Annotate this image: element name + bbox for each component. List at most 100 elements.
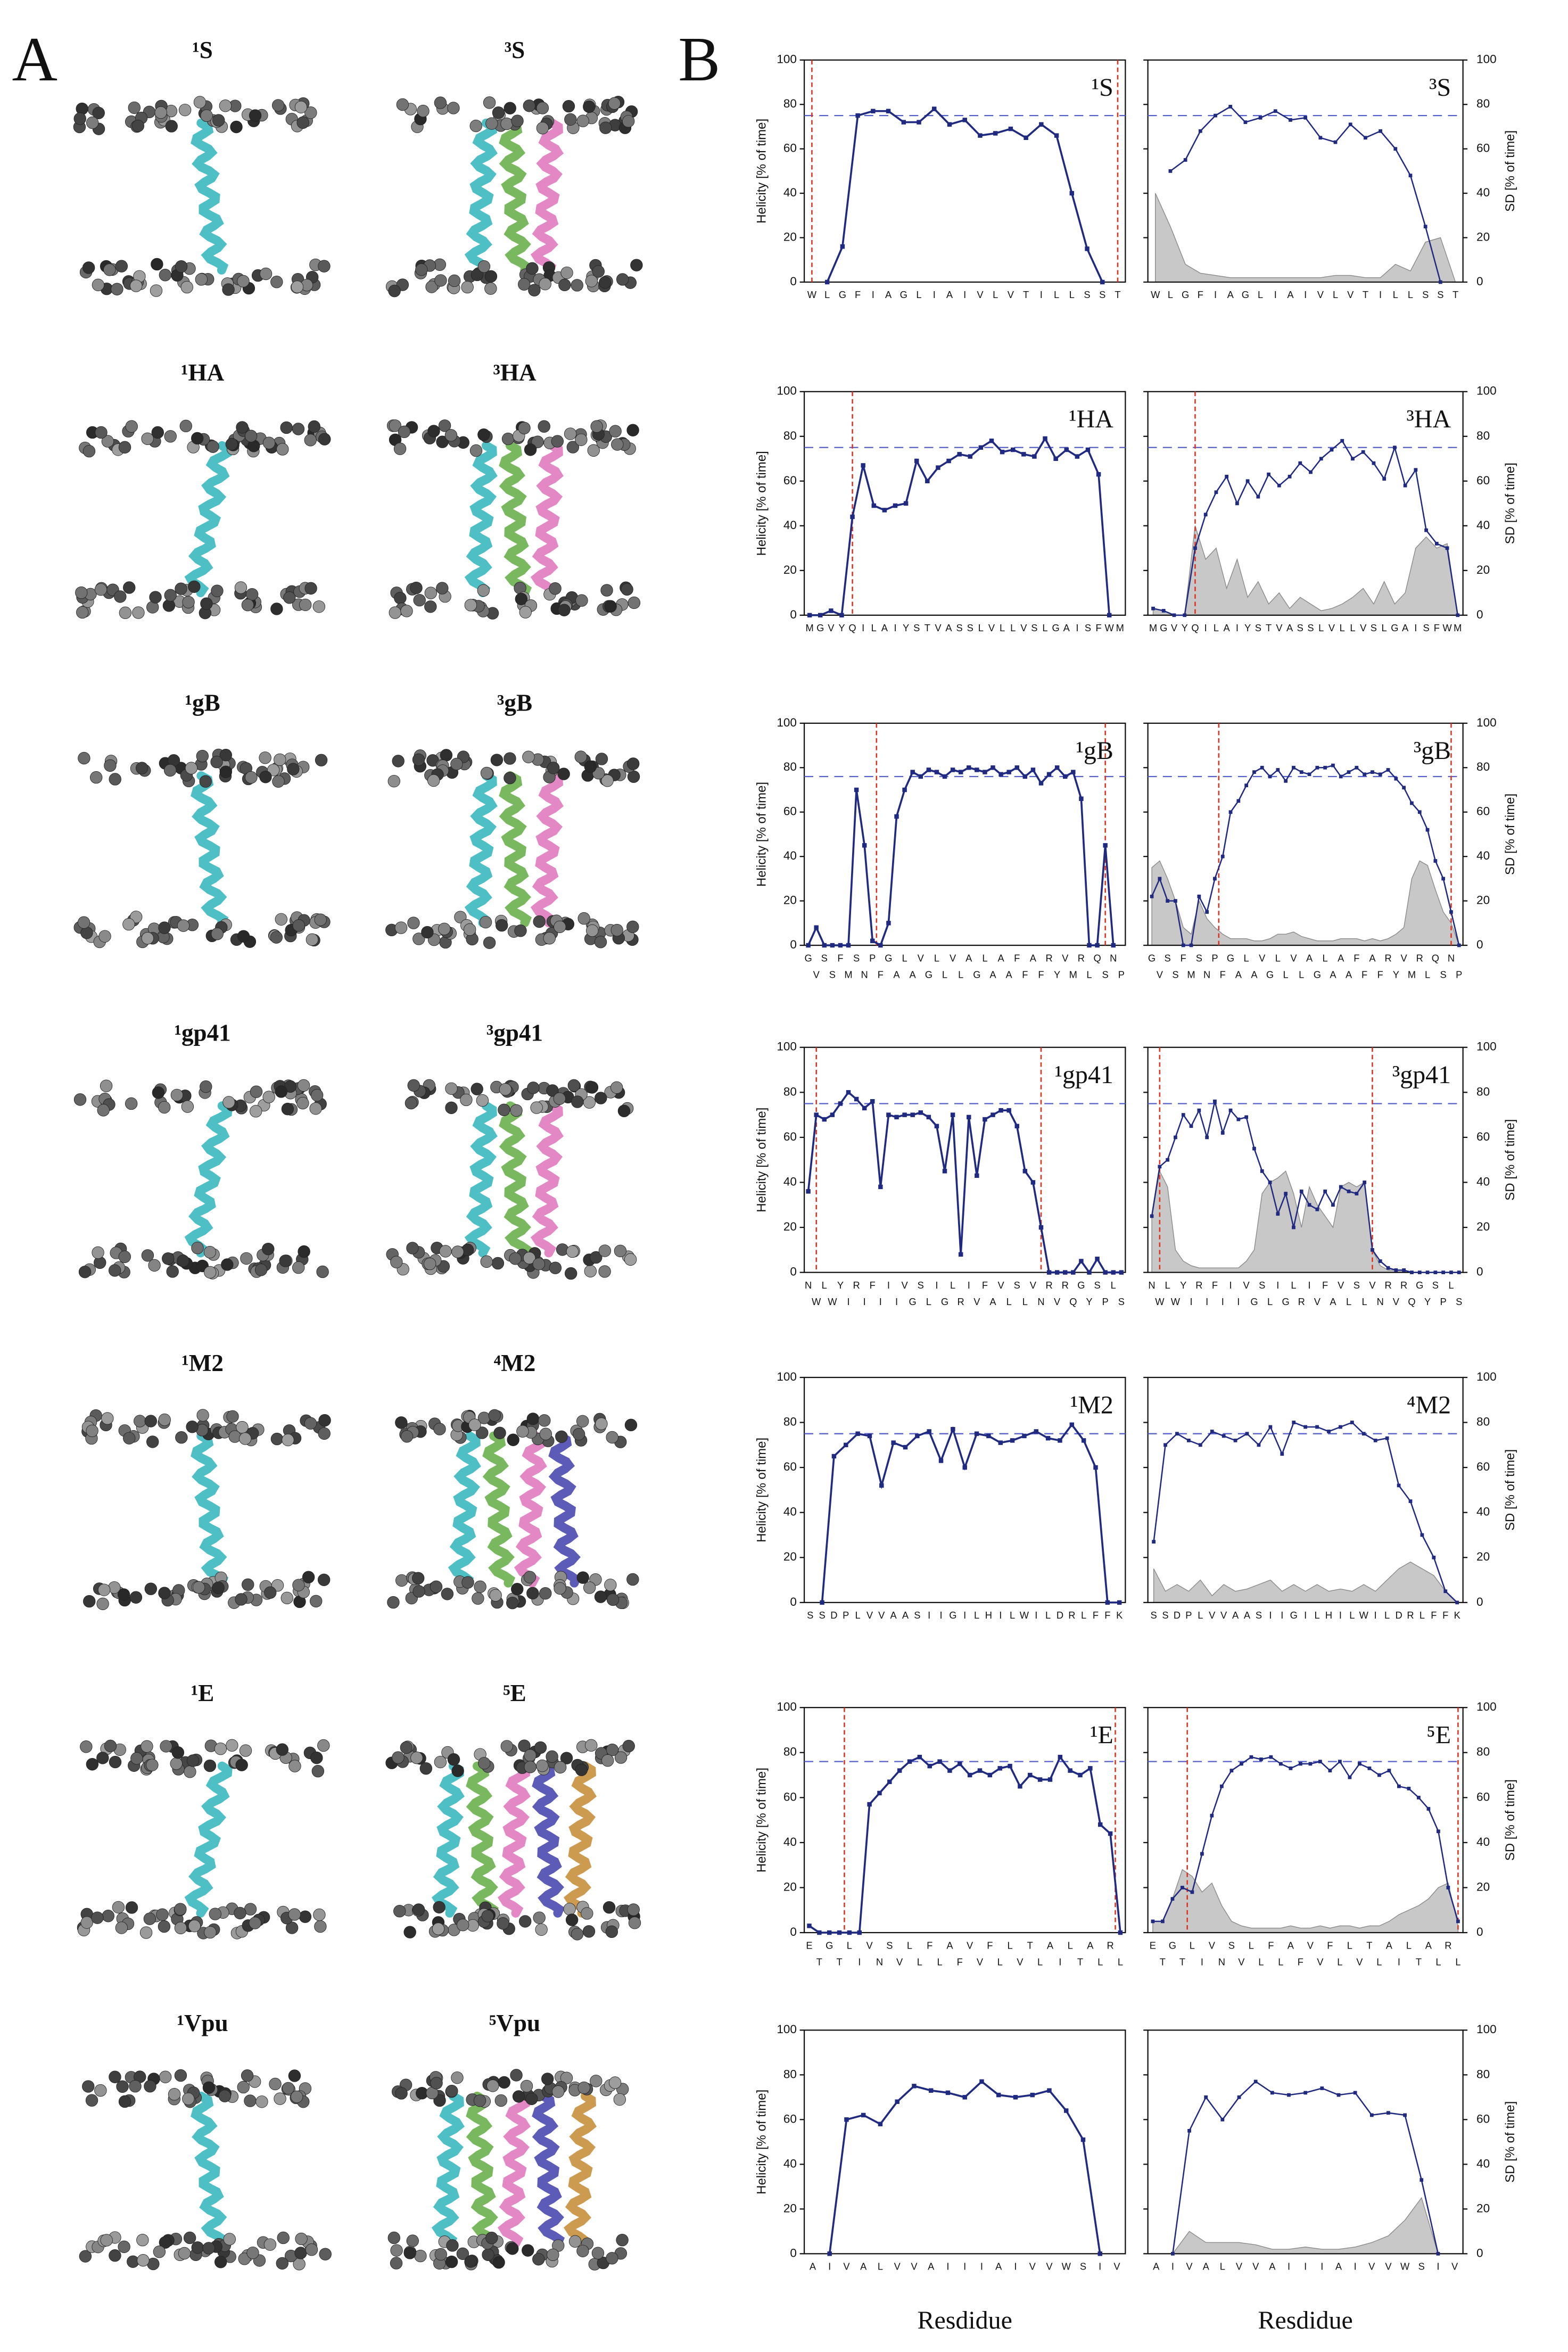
lipid-head [285,1921,299,1934]
lipid-head [144,1582,158,1595]
lipid-head [557,768,570,780]
lipid-head [520,2079,533,2093]
lipid-head [148,1259,161,1272]
structure-label: ⁵E [503,1680,526,1706]
lipid-head [626,424,639,436]
lipid-head [605,1925,618,1938]
helicity-point [1267,472,1270,476]
lipid-head [75,586,88,599]
x-tick-label: L [1408,289,1413,300]
x-tick-label: S [829,969,836,980]
lipid-head [131,119,145,133]
lipid-head [477,260,491,273]
lipid-head [245,588,259,601]
lipid-head [511,114,524,127]
x-tick-label: A [1306,952,1313,963]
chart-title: ⁵E [1426,1721,1451,1749]
helicity-point [1425,1270,1430,1275]
helicity-point [822,1117,827,1122]
lipid-head [262,436,276,449]
helicity-point [1292,1421,1296,1424]
chart-title: ³S [1429,73,1451,102]
lipid-head [554,1761,567,1774]
helicity-point [946,458,951,464]
x-tick-label: R [1445,1940,1451,1951]
lipid-head [546,1750,558,1763]
helicity-point [1340,439,1344,443]
lipid-head [500,117,513,130]
lipid-head [614,1244,627,1258]
lipid-head [134,1415,146,1427]
lipid-head [90,771,103,784]
x-tick-label: L [1214,622,1219,633]
chart-title: ¹gB [1076,737,1113,765]
x-tick-label: A [1402,622,1409,633]
helicity-point [807,613,812,618]
x-tick-label: G [900,289,907,300]
x-tick-label: V [973,1296,980,1307]
sd-area [1151,1170,1459,1273]
lipid-head [524,443,537,456]
lipid-head [608,2076,622,2089]
helicity-point [1434,542,1439,546]
lipid-head [504,772,516,785]
helicity-point [1014,1124,1019,1128]
helicity-point [1437,1829,1440,1834]
lipid-head [83,1595,96,1608]
y-tick-label: 60 [783,1790,797,1803]
lipid-head [496,919,508,932]
x-tick-label: G [816,622,824,633]
x-tick-label: F [878,969,884,980]
y-axis-label: Helicity [% of time] [754,1108,769,1212]
lipid-head [560,2072,573,2084]
helicity-point [850,514,855,519]
lipid-head [525,2092,538,2106]
lipid-head [600,584,613,597]
x-tick-label: A [1288,1940,1294,1951]
x-tick-label: F [1327,1940,1333,1951]
lipid-head [316,1265,329,1278]
lipid-head [439,1245,452,1258]
x-tick-label: I [1437,2261,1439,2272]
lipid-head [259,267,273,280]
x-tick-label: I [1274,289,1277,300]
y2-tick-label: 100 [1476,384,1497,398]
lipid-head [214,2256,227,2268]
lipid-head [387,774,401,788]
lipid-head [585,275,598,287]
lipid-head [547,762,560,774]
y-tick-label: 20 [783,1550,797,1563]
helicity-point [871,109,876,113]
x-tick-label: A [1232,1610,1239,1621]
lipid-head [306,933,319,946]
helicity-point [1220,1131,1225,1135]
x-tick-label: Q [1432,952,1439,963]
lipid-head [235,1593,247,1606]
lipid-head [164,430,177,443]
lipid-head [317,1573,331,1586]
lipid-head [604,1579,617,1591]
helicity-point [1408,1499,1413,1503]
x-tick-label: V [1171,622,1178,633]
lipid-head [438,922,451,936]
helicity-point [1276,768,1280,772]
x-tick-label: S [1456,1296,1462,1307]
lipid-head [536,102,549,114]
lipid-head [424,587,438,599]
lipid-head [395,2087,408,2100]
helicity-point [1079,796,1084,801]
x-tick-label: A [1153,2261,1160,2272]
lipid-head [298,1245,310,1258]
plot-frame [803,1707,1126,1934]
lipid-head [516,1425,529,1438]
lipid-head [450,757,463,771]
x-tick-label: F [927,1940,932,1951]
x-tick-label: A [1235,969,1242,980]
x-tick-label: T [1027,1940,1033,1951]
sd-area [1171,2197,1439,2255]
helicity-point [1111,1270,1116,1275]
helicity-point [1280,1452,1284,1456]
y-tick-label: 100 [777,716,797,729]
lipid-head [616,273,629,286]
helicity-point [978,445,984,450]
